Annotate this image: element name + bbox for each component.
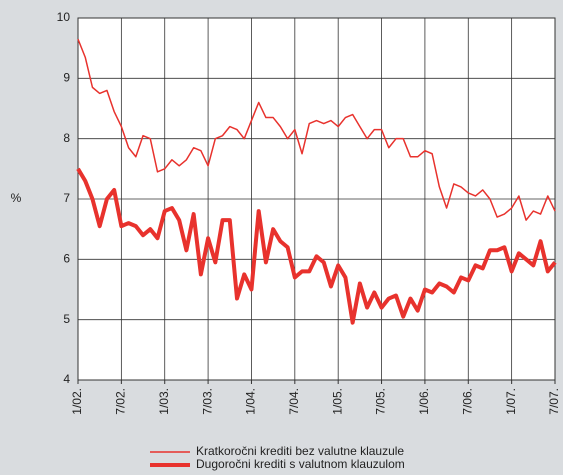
y-tick-label: 4 bbox=[63, 372, 70, 386]
y-tick-label: 5 bbox=[63, 312, 70, 326]
y-tick-label: 9 bbox=[63, 71, 70, 85]
x-tick-label: 7/04. bbox=[287, 388, 301, 415]
x-tick-label: 1/02. bbox=[70, 388, 84, 415]
x-tick-label: 1/07. bbox=[504, 388, 518, 415]
y-axis-label: % bbox=[11, 191, 22, 205]
x-tick-label: 1/05. bbox=[330, 388, 344, 415]
x-tick-label: 7/07. bbox=[547, 388, 561, 415]
x-tick-label: 1/06. bbox=[417, 388, 431, 415]
x-tick-label: 7/03. bbox=[200, 388, 214, 415]
y-tick-label: 8 bbox=[63, 131, 70, 145]
x-tick-label: 7/02. bbox=[114, 388, 128, 415]
y-tick-label: 7 bbox=[63, 191, 70, 205]
legend-label: Kratkoročni krediti bez valutne klauzule bbox=[196, 444, 404, 458]
line-series bbox=[76, 167, 557, 325]
y-tick-label: 10 bbox=[57, 10, 71, 24]
x-tick-label: 7/05. bbox=[374, 388, 388, 415]
x-tick-label: 1/03. bbox=[157, 388, 171, 415]
plot-border bbox=[77, 17, 556, 381]
x-tick-label: 7/06. bbox=[460, 388, 474, 415]
line-series bbox=[77, 38, 556, 221]
x-tick-label: 1/04. bbox=[244, 388, 258, 415]
legend-label: Dugoročni krediti s valutnom klauzulom bbox=[196, 457, 405, 471]
y-tick-label: 6 bbox=[63, 252, 70, 266]
